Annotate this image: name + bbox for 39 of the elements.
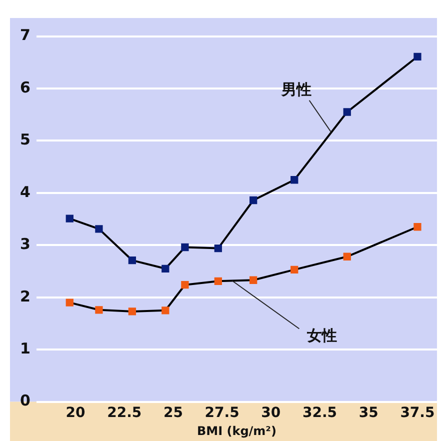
text: 女性 [306,326,338,345]
point [66,214,74,222]
x-tick-label: 32.5 [302,404,338,421]
point [343,252,351,260]
y-tick-label: 3 [20,235,30,254]
x-axis-title: BMI (kg/m²) [197,424,276,438]
x-tick-label: 22.5 [107,404,142,421]
point [128,256,136,264]
y-tick-label: 1 [20,339,30,358]
y-tick-label: 5 [20,130,30,149]
y-tick-label: 7 [20,26,30,44]
point [181,243,189,252]
x-tick-label: 35 [358,404,378,421]
x-tick-label: 37.5 [400,404,435,421]
y-tick-label: 4 [20,182,30,201]
x-tick-label: 25 [163,404,183,421]
point [414,223,422,231]
x-tick-label: 30 [261,404,281,421]
point [250,196,258,204]
text: 男性 [280,80,312,99]
point [128,308,136,316]
point [414,52,422,60]
x-tick-label: 20 [66,404,86,421]
point [95,306,103,314]
point [181,281,189,289]
point [250,276,258,284]
y-tick-label: 0 [20,392,30,410]
point [66,298,74,306]
x-tick-label: 27.5 [204,404,240,421]
y-tick-label: 6 [20,78,30,96]
point [214,244,222,252]
point [214,277,222,286]
point [290,266,298,274]
point [162,264,170,272]
point [290,176,298,184]
point [162,306,170,314]
point [343,108,351,116]
y-tick-label: 2 [20,287,30,306]
point [95,225,103,233]
